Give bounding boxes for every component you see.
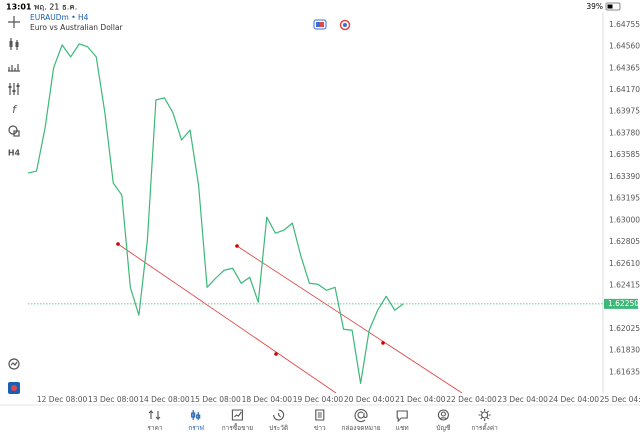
- tab-label: บัญชี: [436, 424, 451, 432]
- chart-type-tool[interactable]: [9, 38, 19, 50]
- tab-label: ราคา: [147, 424, 162, 432]
- tab-label: กล่องจดหมาย: [341, 424, 380, 432]
- function-tool[interactable]: f: [12, 103, 18, 116]
- timeframe-button[interactable]: H4: [8, 149, 21, 158]
- indicator-tool[interactable]: [8, 64, 20, 72]
- price-line: [27, 43, 404, 385]
- crosshair-tool[interactable]: [8, 16, 20, 28]
- y-tick-label: 1.63000: [609, 215, 640, 224]
- y-tick-label: 1.63585: [609, 150, 640, 159]
- y-tick-label: 1.64755: [609, 20, 640, 29]
- x-tick-label: 24 Dec 04:00: [549, 395, 600, 404]
- tab-label: ข่าว: [314, 424, 326, 432]
- tab-item[interactable]: ข่าว: [314, 409, 326, 432]
- tab-item[interactable]: ราคา: [147, 409, 163, 432]
- tab-icon: [191, 410, 201, 420]
- x-tick-label: 22 Dec 04:00: [446, 395, 497, 404]
- y-tick-label: 1.62805: [609, 237, 640, 246]
- app-logo[interactable]: [8, 382, 20, 394]
- alerts-tool[interactable]: [8, 358, 20, 370]
- tab-label: ประวัติ: [269, 424, 288, 432]
- chart-title[interactable]: EURAUDm • H4: [30, 13, 89, 22]
- current-price-label: 1.62250: [608, 299, 639, 308]
- y-tick-label: 1.61635: [609, 367, 640, 376]
- tab-item[interactable]: กราฟ: [188, 410, 204, 432]
- tab-label: กราฟ: [188, 424, 204, 432]
- trend-lines[interactable]: [116, 242, 463, 394]
- settings-tool[interactable]: [8, 83, 20, 95]
- y-tick-label: 1.63780: [609, 128, 640, 137]
- tab-icon: [273, 409, 285, 421]
- y-tick-label: 1.63975: [609, 107, 640, 116]
- tab-icon: [437, 409, 449, 421]
- tab-icon: [478, 409, 491, 421]
- x-tick-label: 21 Dec 04:00: [395, 395, 446, 404]
- y-tick-label: 1.63195: [609, 194, 640, 203]
- tab-icon: [231, 409, 243, 421]
- tab-item[interactable]: ประวัติ: [269, 409, 288, 432]
- status-battery: 39%: [586, 2, 603, 11]
- y-tick-label: 1.64170: [609, 85, 640, 94]
- y-tick-label: 1.62415: [609, 280, 640, 289]
- status-time: 13:01: [6, 3, 32, 12]
- y-tick-label: 1.64560: [609, 42, 640, 51]
- y-tick-label: 1.64365: [609, 63, 640, 72]
- tab-label: การซื้อขาย: [222, 423, 253, 432]
- current-price-box: [604, 298, 638, 309]
- x-tick-label: 12 Dec 08:00: [37, 395, 88, 404]
- x-tick-label: 23 Dec 04:00: [497, 395, 548, 404]
- x-tick-label: 14 Dec 08:00: [139, 395, 190, 404]
- x-tick-label: 20 Dec 04:00: [344, 395, 395, 404]
- y-tick-label: 1.62025: [609, 324, 640, 333]
- tab-item[interactable]: บัญชี: [436, 409, 451, 432]
- indicator-button[interactable]: [339, 19, 351, 31]
- tab-icon: [396, 410, 408, 423]
- tab-label: การตั้งค่า: [471, 423, 498, 432]
- tab-item[interactable]: กล่องจดหมาย: [341, 408, 381, 432]
- battery-icon: [605, 2, 621, 11]
- tab-item[interactable]: แชท: [396, 410, 409, 432]
- tab-item[interactable]: การตั้งค่า: [471, 409, 498, 432]
- one-click-button[interactable]: [313, 19, 327, 30]
- tab-icon: [354, 408, 368, 423]
- tab-item[interactable]: การซื้อขาย: [222, 409, 253, 432]
- objects-tool[interactable]: [8, 125, 20, 137]
- chart-subtitle: Euro vs Australian Dollar: [30, 23, 124, 32]
- toolbar: f H4: [8, 16, 21, 394]
- x-tick-label: 15 Dec 08:00: [190, 395, 241, 404]
- x-tick-label: 25 Dec 04:00: [600, 395, 640, 404]
- tab-label: แชท: [396, 424, 409, 432]
- y-tick-label: 1.62610: [609, 259, 640, 268]
- x-tick-label: 18 Dec 04:00: [242, 395, 293, 404]
- tab-icon: [315, 409, 325, 421]
- status-date: พฤ. 21 ธ.ค.: [34, 3, 77, 12]
- y-tick-label: 1.61830: [609, 346, 640, 355]
- y-tick-label: 1.63390: [609, 172, 640, 181]
- tab-bar: ราคา กราฟ การซื้อขาย ประวัติ ข่าว กล่องจดหมาย…: [147, 408, 498, 432]
- x-tick-label: 13 Dec 08:00: [88, 395, 139, 404]
- x-tick-label: 19 Dec 04:00: [293, 395, 344, 404]
- tab-icon: [148, 409, 161, 421]
